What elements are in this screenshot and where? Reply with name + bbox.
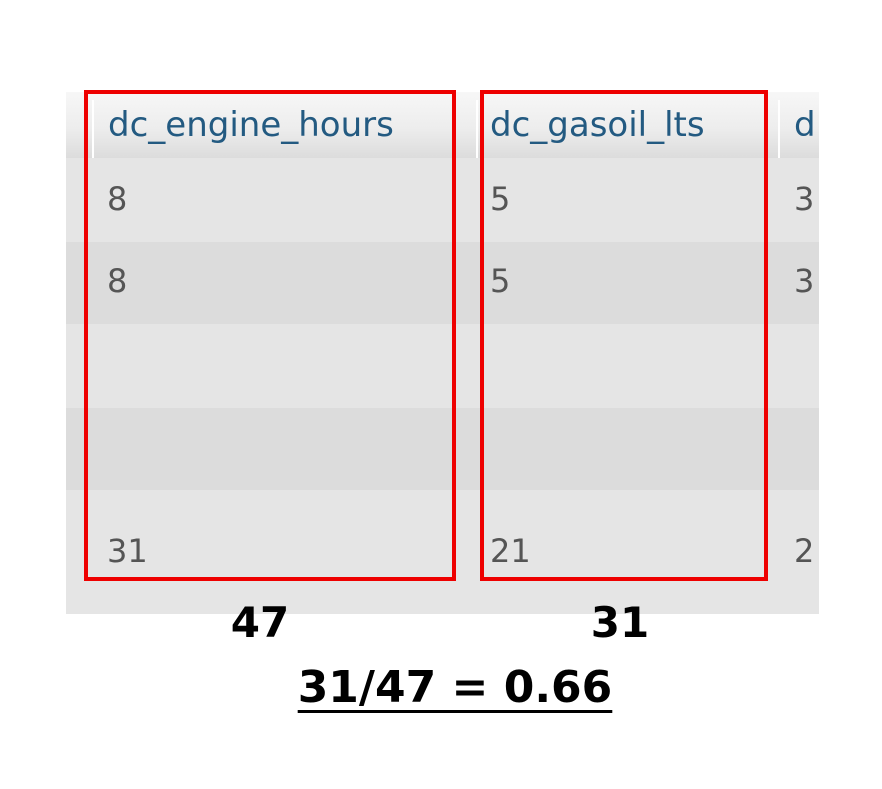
engine-hours-highlight-box (84, 90, 456, 581)
cell-engine-hours: 8 (107, 262, 128, 300)
cell-gasoil-lts: 21 (490, 532, 531, 570)
cell-gasoil-lts: 5 (490, 262, 511, 300)
cell-gasoil-lts: 5 (490, 180, 511, 218)
table-row[interactable]: 31 21 2 (66, 490, 819, 614)
table-row[interactable] (66, 324, 819, 408)
table-row[interactable] (66, 408, 819, 490)
table-row[interactable]: 8 5 3 (66, 158, 819, 242)
table-row[interactable]: 8 5 3 (66, 242, 819, 324)
cell-truncated: 2 (794, 532, 815, 570)
ratio-formula: 31/47 = 0.66 (250, 662, 660, 713)
header-separator (92, 100, 94, 158)
ratio-text: 31/47 = 0.66 (297, 662, 613, 713)
column-header-gasoil-lts[interactable]: dc_gasoil_lts (490, 105, 705, 145)
data-table: dc_engine_hours dc_gasoil_lts d 8 5 3 8 … (66, 92, 819, 614)
gasoil-lts-total: 31 (590, 598, 650, 647)
cell-truncated: 3 (794, 262, 815, 300)
cell-truncated: 3 (794, 180, 815, 218)
gasoil-lts-highlight-box (480, 90, 768, 581)
engine-hours-total: 47 (230, 598, 290, 647)
header-separator (778, 100, 780, 158)
cell-engine-hours: 8 (107, 180, 128, 218)
column-header-truncated[interactable]: d (794, 105, 816, 145)
table-header-row: dc_engine_hours dc_gasoil_lts d (66, 92, 819, 158)
column-header-engine-hours[interactable]: dc_engine_hours (108, 105, 394, 145)
cell-engine-hours: 31 (107, 532, 148, 570)
header-separator (476, 100, 478, 158)
